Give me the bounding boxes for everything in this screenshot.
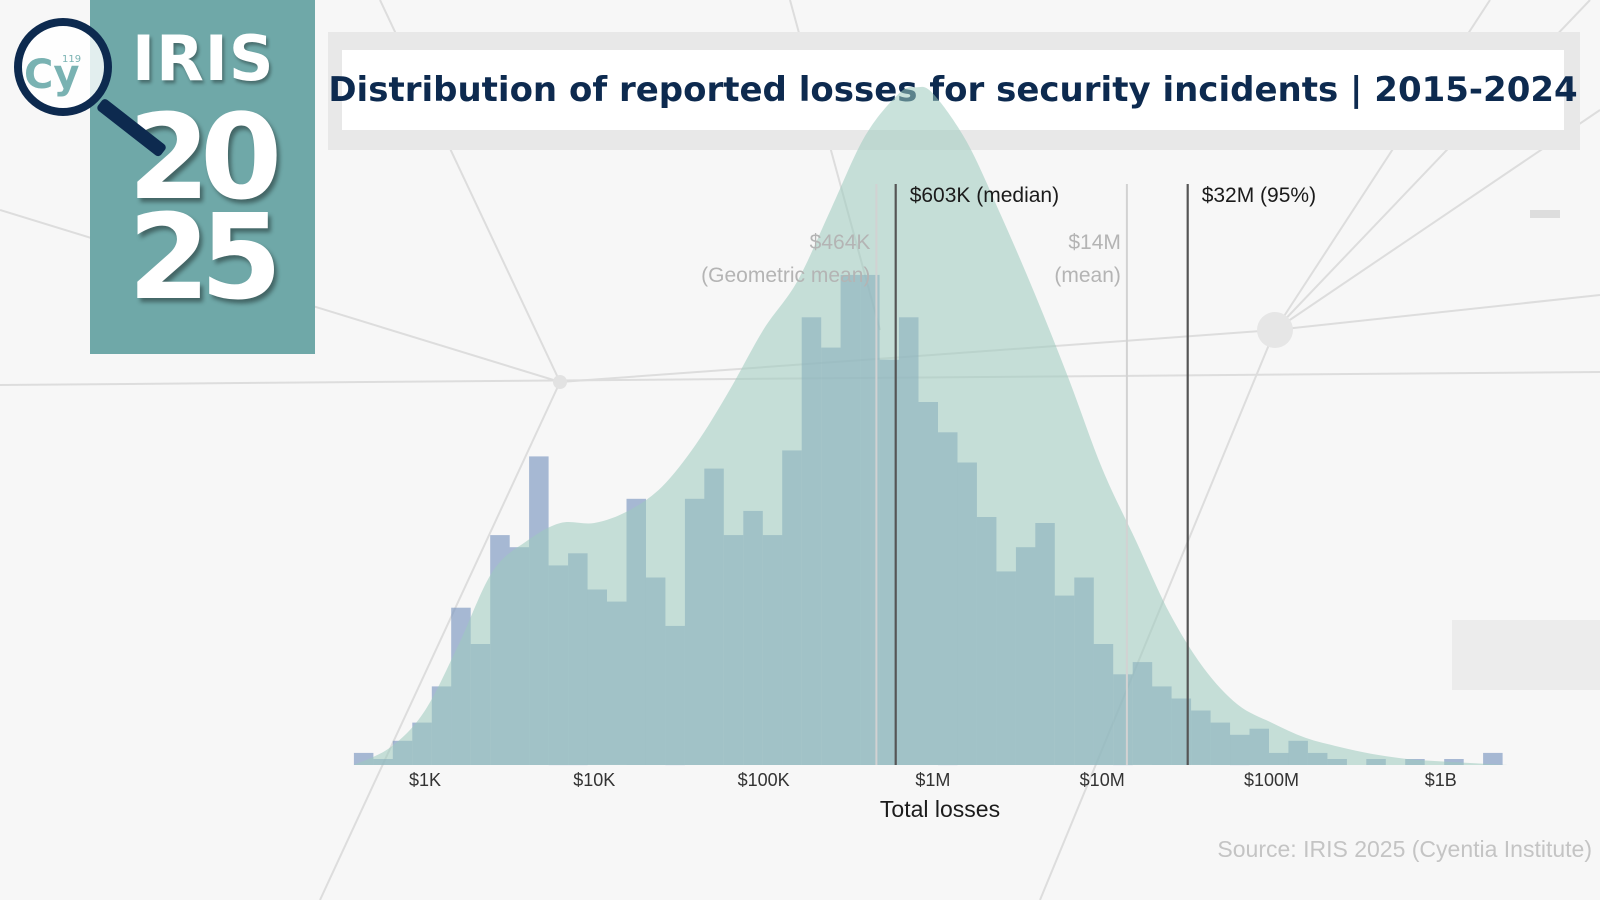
reference-label: $14M [1068, 231, 1121, 254]
histogram-bar [1483, 752, 1503, 765]
x-tick-label: $100M [1244, 770, 1299, 790]
x-tick-label: $100K [738, 770, 790, 790]
x-tick-label: $1B [1425, 770, 1457, 790]
density-area [353, 86, 1509, 766]
logo-element-symbol: Cy [24, 52, 80, 98]
x-tick-label: $10M [1080, 770, 1125, 790]
histogram-bar [1444, 759, 1464, 765]
chart-title: Distribution of reported losses for secu… [328, 70, 1578, 110]
reference-sublabel: (Geometric mean) [701, 264, 870, 287]
logo-year-top: 20 [128, 88, 282, 226]
source-note: Source: IRIS 2025 (Cyentia Institute) [1217, 836, 1592, 862]
reference-label: $603K (median) [910, 184, 1059, 207]
logo-element-number: 119 [62, 54, 82, 65]
reference-label: $32M (95%) [1202, 184, 1316, 207]
logo-word: IRIS [132, 22, 275, 95]
x-tick-label: $1K [409, 770, 441, 790]
reference-sublabel: (mean) [1054, 264, 1121, 287]
x-axis-label: Total losses [880, 796, 1000, 822]
density-curve [353, 86, 1509, 766]
magnifying-glass-icon [14, 18, 112, 116]
reference-label: $464K [810, 231, 871, 254]
reference-lines: $464K (Geometric mean) $603K (median) $14M (… [701, 184, 1316, 765]
logo-year-bottom: 25 [128, 188, 282, 326]
title-box: Distribution of reported losses for secu… [328, 50, 1578, 130]
x-axis: $1K $10K $100K $1M $10M $100M $1B Total losses [409, 770, 1457, 822]
x-tick-label: $10K [573, 770, 615, 790]
x-tick-label: $1M [915, 770, 950, 790]
iris-2025-logo: IRIS 20 25 [90, 0, 315, 354]
